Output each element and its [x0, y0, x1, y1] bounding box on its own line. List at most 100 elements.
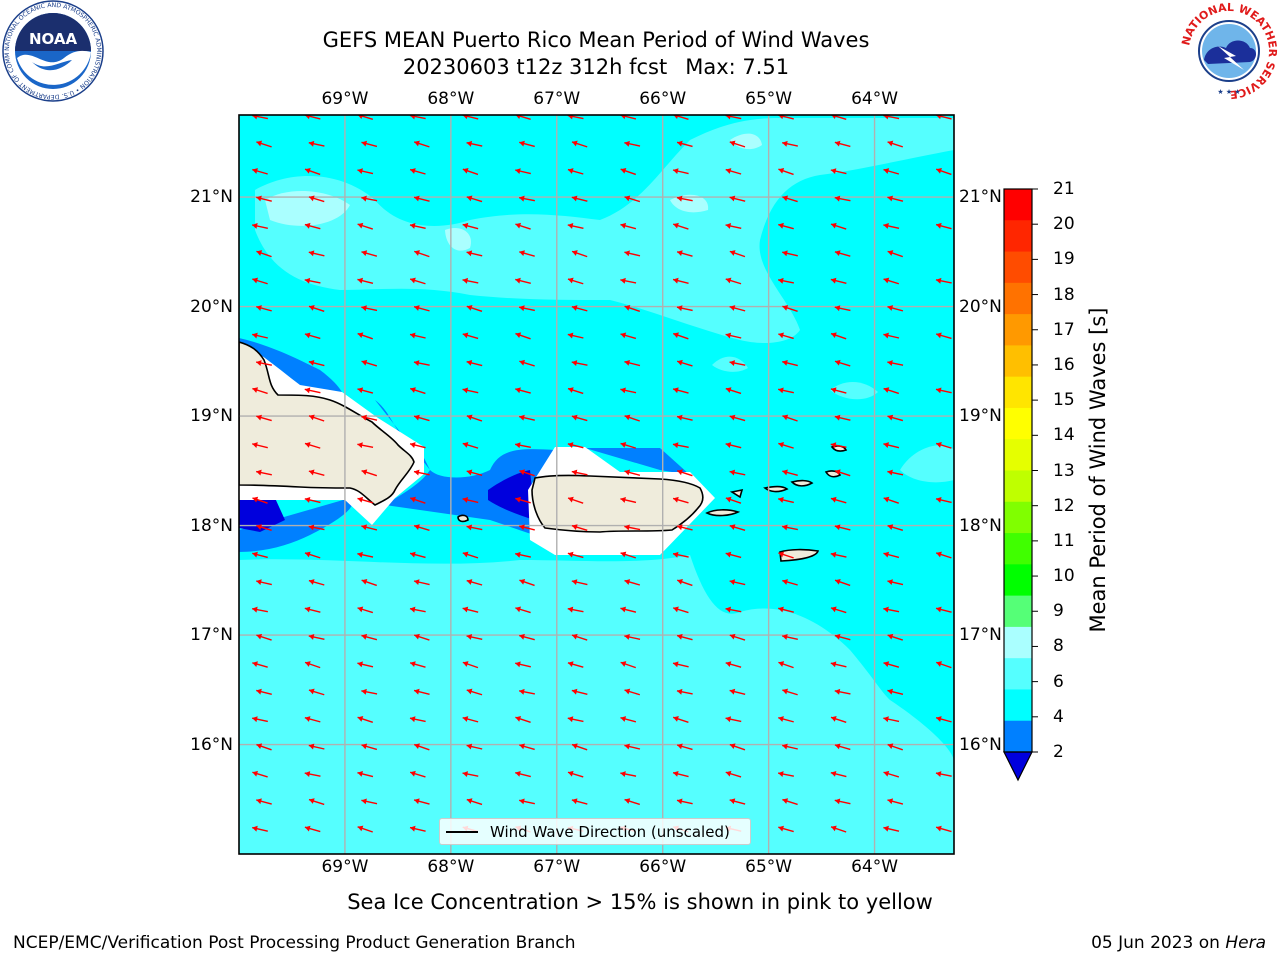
wave-direction-arrow: [357, 606, 374, 614]
wave-direction-arrow: [304, 661, 321, 669]
wave-direction-arrow: [357, 442, 374, 449]
wave-direction-arrow: [466, 524, 483, 531]
wave-direction-arrow: [883, 442, 900, 449]
lon-label-bottom: 64°W: [851, 857, 899, 877]
wave-direction-arrow: [308, 140, 325, 147]
wave-direction-arrow: [256, 195, 272, 202]
wave-direction-arrow: [729, 579, 746, 586]
wave-direction-arrow: [466, 250, 483, 257]
lon-label-top: 68°W: [427, 89, 475, 109]
wave-direction-arrow: [782, 140, 798, 147]
wave-direction-arrow: [676, 140, 693, 148]
wave-direction-arrow: [409, 770, 426, 778]
wave-direction-arrow: [834, 359, 851, 367]
noaa-logo: NATIONAL OCEANIC AND ATMOSPHERIC ADMINIS…: [2, 0, 104, 102]
wave-direction-arrow: [571, 688, 588, 696]
wave-direction-arrow: [672, 551, 689, 558]
wave-direction-arrow: [830, 442, 847, 449]
wave-direction-arrow: [782, 688, 798, 696]
wave-direction-arrow: [567, 496, 584, 504]
wave-direction-arrow: [361, 688, 378, 695]
wave-direction-arrow: [676, 798, 693, 805]
lat-label-left: 20°N: [190, 296, 233, 317]
wave-direction-arrow: [729, 140, 746, 148]
wave-direction-arrow: [624, 743, 641, 750]
wave-direction-arrow: [357, 332, 373, 340]
wave-direction-arrow: [410, 496, 426, 504]
wave-direction-arrow: [935, 222, 952, 230]
wave-direction-arrow: [519, 359, 535, 367]
wave-direction-arrow: [883, 661, 900, 668]
wave-direction-arrow: [620, 442, 637, 449]
wave-direction-arrow: [571, 579, 588, 586]
wave-direction-arrow: [725, 442, 742, 449]
wave-direction-arrow: [462, 606, 479, 613]
wave-direction-arrow: [624, 359, 641, 367]
wave-direction-arrow: [673, 332, 689, 340]
lon-label-bottom: 68°W: [427, 857, 475, 877]
wave-direction-arrow: [935, 771, 952, 777]
wave-direction-arrow: [725, 115, 742, 120]
wave-direction-arrow: [887, 798, 904, 805]
wave-direction-arrow: [830, 168, 847, 175]
wave-direction-arrow: [883, 496, 899, 504]
wave-direction-arrow: [729, 360, 746, 366]
wave-direction-arrow: [935, 606, 952, 613]
wave-direction-arrow: [620, 387, 637, 394]
wave-direction-arrow: [357, 825, 373, 833]
colorbar-segment: [1004, 282, 1032, 315]
colorbar-tick-label: 17: [1053, 319, 1075, 340]
wave-direction-arrow: [624, 634, 641, 640]
wave-direction-arrow: [935, 497, 952, 504]
wave-direction-arrow: [361, 524, 378, 531]
wave-direction-arrow: [413, 469, 430, 476]
colorbar-segment: [1004, 251, 1032, 284]
colorbar-tick-label: 6: [1053, 671, 1064, 692]
wave-direction-arrow: [620, 716, 637, 723]
wave-direction-arrow: [462, 332, 479, 340]
wave-direction-arrow: [519, 688, 535, 695]
wave-direction-arrow: [409, 825, 426, 832]
colorbar-segment: [1004, 595, 1032, 628]
wave-direction-arrow: [256, 633, 272, 641]
gridlines: [239, 115, 954, 854]
wave-direction-arrow: [466, 634, 483, 640]
wave-direction-arrow: [571, 414, 588, 422]
wave-direction-arrow: [729, 524, 746, 532]
wave-direction-arrow: [883, 332, 900, 339]
wave-direction-arrow: [725, 223, 742, 229]
wave-direction-arrow: [308, 634, 325, 640]
wave-direction-arrow: [676, 743, 693, 751]
wave-direction-arrow: [729, 305, 746, 312]
colorbar: [1003, 188, 1038, 782]
wave-direction-arrow: [409, 115, 426, 120]
colorbar-segment: [1004, 439, 1032, 471]
lat-label-left: 16°N: [190, 734, 233, 755]
wave-direction-arrow: [782, 305, 798, 312]
wave-direction-arrow: [409, 716, 426, 723]
wave-direction-arrow: [887, 360, 904, 366]
st-croix: [779, 548, 820, 562]
wave-direction-arrow: [515, 222, 531, 230]
wave-direction-arrow: [672, 277, 689, 285]
wave-direction-arrow: [466, 469, 483, 476]
wave-direction-arrow: [466, 359, 483, 367]
wave-direction-arrow: [519, 305, 535, 312]
wave-direction-arrow: [782, 414, 798, 422]
wave-direction-arrow: [935, 387, 952, 394]
wave-direction-arrow: [624, 798, 641, 806]
wave-direction-arrow: [834, 688, 851, 695]
wave-direction-arrow: [357, 168, 374, 175]
wave-direction-arrow: [252, 496, 268, 504]
colorbar-tick-label: 10: [1053, 566, 1075, 587]
wave-direction-arrow: [834, 305, 851, 312]
wave-direction-arrow: [252, 770, 268, 778]
wave-direction-arrow: [515, 716, 531, 723]
wave-direction-arrow: [830, 716, 847, 723]
lon-label-top: 66°W: [639, 89, 687, 109]
noaa-logo-text: NOAA: [29, 30, 78, 48]
wave-direction-arrow: [308, 798, 325, 806]
wave-direction-arrow: [567, 606, 584, 613]
wave-direction-arrow: [308, 195, 325, 203]
wave-direction-arrow: [782, 250, 798, 257]
